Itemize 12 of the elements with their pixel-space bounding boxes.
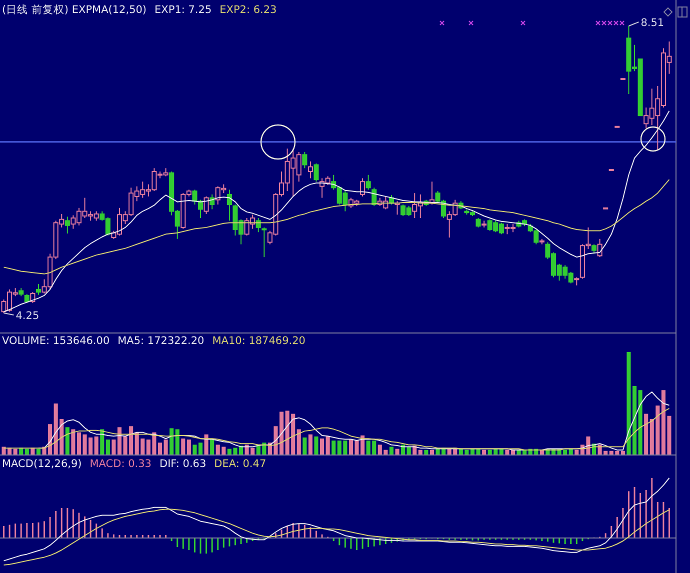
text: MA5: 172322.20 xyxy=(118,335,204,347)
annotation: 4.25 xyxy=(16,310,40,322)
annotation: 8.51 xyxy=(640,17,664,29)
chart-title: MACD(12,26,9) xyxy=(2,458,82,470)
text: MACD: 0.33 xyxy=(90,458,152,470)
chart-title: VOLUME: 153646.00 xyxy=(2,335,110,347)
text: DEA: 0.47 xyxy=(214,458,266,470)
text: EXP2: 6.23 xyxy=(220,4,277,16)
text: DIF: 0.63 xyxy=(159,458,206,470)
text: EXP1: 7.25 xyxy=(154,4,212,16)
text: MA10: 187469.20 xyxy=(212,335,306,347)
chart-title: (日线 前复权) EXPMA(12,50) xyxy=(2,3,147,16)
